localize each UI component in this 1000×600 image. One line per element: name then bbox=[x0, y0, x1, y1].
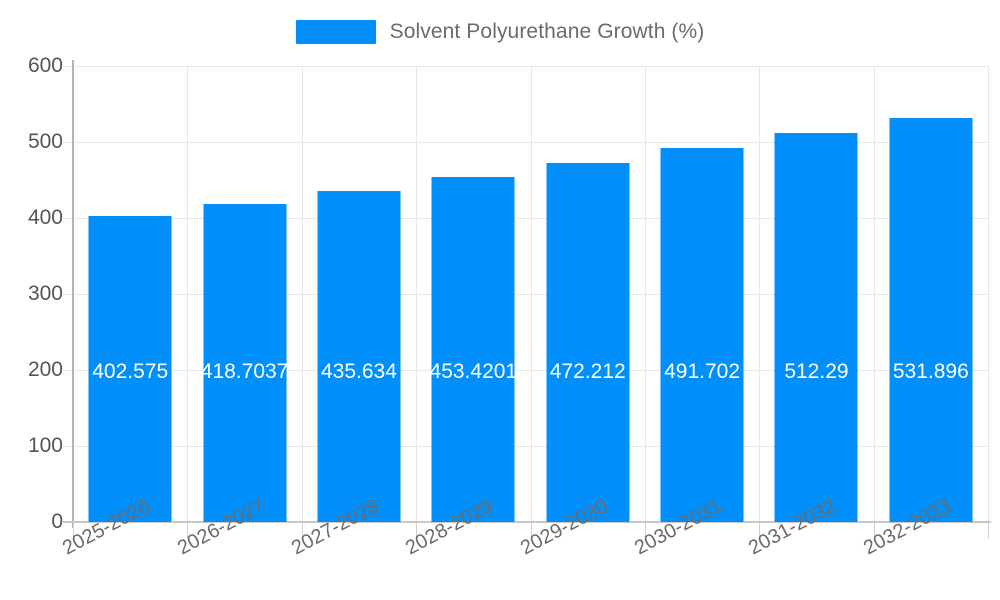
x-axis-tick-mark bbox=[988, 523, 989, 539]
y-axis-tick-labels: 600 500 400 300 200 100 0 bbox=[0, 54, 63, 533]
bar-slot: 531.896 bbox=[874, 66, 988, 522]
x-axis-line bbox=[63, 521, 991, 523]
bar-slot: 418.7037 bbox=[187, 66, 301, 522]
y-axis-tick-label: 100 bbox=[27, 434, 63, 457]
gridline-vertical bbox=[759, 66, 760, 522]
gridline-horizontal bbox=[63, 370, 988, 371]
legend-label[interactable]: Solvent Polyurethane Growth (%) bbox=[389, 20, 705, 43]
bar-value-label: 512.29 bbox=[784, 360, 849, 383]
bar[interactable]: 512.29 bbox=[774, 132, 858, 522]
x-axis-tick-mark bbox=[416, 523, 417, 539]
bar-slot: 435.634 bbox=[302, 66, 416, 522]
bar[interactable]: 472.212 bbox=[546, 163, 630, 522]
gridline-horizontal bbox=[63, 142, 988, 143]
gridline-horizontal bbox=[63, 446, 988, 447]
x-axis-tick-mark bbox=[645, 523, 646, 539]
bar-value-label: 491.702 bbox=[664, 360, 741, 383]
bar-value-label: 418.7037 bbox=[203, 360, 287, 383]
gridline-vertical bbox=[645, 66, 646, 522]
x-axis-tick-mark bbox=[874, 523, 875, 539]
legend-color-swatch[interactable] bbox=[295, 20, 376, 44]
gridline-vertical bbox=[187, 66, 188, 522]
y-axis-tick-label: 0 bbox=[51, 510, 63, 533]
gridline-vertical bbox=[988, 66, 989, 522]
gridline-vertical bbox=[874, 66, 875, 522]
bar-slot: 453.4201 bbox=[416, 66, 530, 522]
chart-legend: Solvent Polyurethane Growth (%) bbox=[0, 12, 1000, 52]
gridline-horizontal bbox=[63, 218, 988, 219]
y-axis-tick-label: 600 bbox=[27, 54, 63, 77]
gridline-vertical bbox=[531, 66, 532, 522]
gridline-horizontal bbox=[63, 294, 988, 295]
bar[interactable]: 453.4201 bbox=[431, 177, 515, 522]
bar[interactable]: 491.702 bbox=[660, 148, 744, 522]
x-axis-tick-mark bbox=[73, 523, 74, 539]
y-axis-tick-label: 400 bbox=[27, 206, 63, 229]
bar[interactable]: 418.7037 bbox=[203, 203, 287, 522]
x-axis-tick-mark bbox=[531, 523, 532, 539]
bar-slot: 472.212 bbox=[531, 66, 645, 522]
y-axis-tick-label: 300 bbox=[27, 282, 63, 305]
y-axis-tick-label: 200 bbox=[27, 358, 63, 381]
y-axis-tick-label: 500 bbox=[27, 130, 63, 153]
bar-value-label: 402.575 bbox=[92, 360, 169, 383]
bar[interactable]: 531.896 bbox=[889, 117, 973, 522]
bar-slot: 402.575 bbox=[73, 66, 187, 522]
bar-value-label: 453.4201 bbox=[431, 360, 515, 383]
bar[interactable]: 435.634 bbox=[317, 190, 401, 522]
bar-slot: 512.29 bbox=[759, 66, 873, 522]
x-axis-tick-mark bbox=[302, 523, 303, 539]
bar-slot: 491.702 bbox=[645, 66, 759, 522]
bar-value-label: 472.212 bbox=[549, 360, 626, 383]
y-axis-line bbox=[72, 60, 74, 528]
gridline-vertical bbox=[416, 66, 417, 522]
gridline-horizontal bbox=[63, 66, 988, 67]
bar-value-label: 435.634 bbox=[320, 360, 397, 383]
bar[interactable]: 402.575 bbox=[88, 216, 172, 522]
gridline-vertical bbox=[302, 66, 303, 522]
x-axis-tick-mark bbox=[759, 523, 760, 539]
bar-value-label: 531.896 bbox=[892, 360, 969, 383]
bar-series-solvent-polyurethane-growth: 402.575 418.7037 435.634 453.4201 472.212 491… bbox=[73, 66, 988, 522]
x-axis-tick-mark bbox=[187, 523, 188, 539]
